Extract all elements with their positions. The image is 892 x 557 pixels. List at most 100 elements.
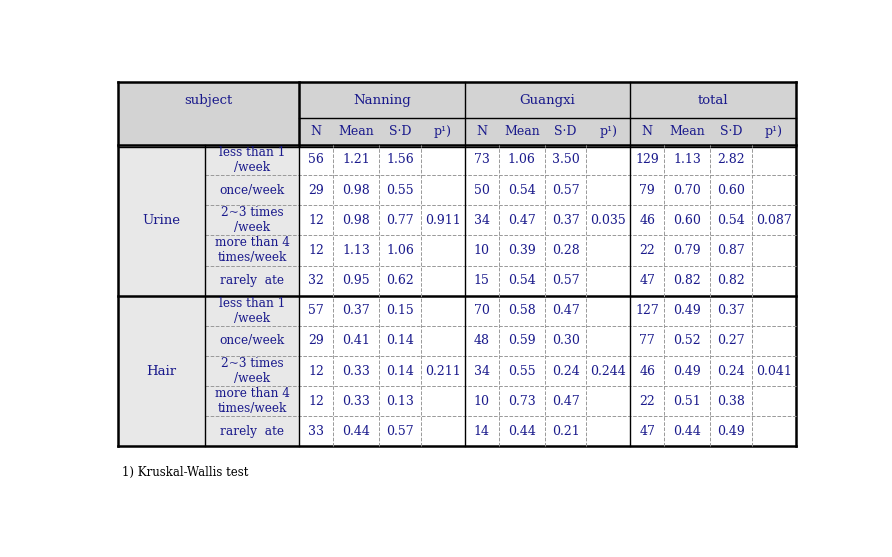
Text: 0.54: 0.54 [717, 214, 745, 227]
Text: 1.13: 1.13 [673, 154, 701, 167]
Text: 127: 127 [635, 304, 659, 317]
Text: 0.24: 0.24 [552, 364, 580, 378]
Text: 0.49: 0.49 [673, 304, 701, 317]
Text: 0.55: 0.55 [386, 184, 414, 197]
Bar [119, 296, 796, 326]
Bar [119, 416, 300, 446]
Text: 0.38: 0.38 [717, 395, 745, 408]
Text: 0.33: 0.33 [343, 395, 370, 408]
Text: 12: 12 [309, 244, 324, 257]
Text: 0.37: 0.37 [343, 304, 370, 317]
Text: Nanning: Nanning [353, 94, 411, 106]
Text: 0.41: 0.41 [343, 334, 370, 348]
Text: Guangxi: Guangxi [520, 94, 575, 106]
Text: 0.82: 0.82 [673, 274, 701, 287]
Text: S·D: S·D [389, 125, 411, 138]
Text: 0.57: 0.57 [552, 274, 580, 287]
Text: less than 1
/week: less than 1 /week [219, 146, 285, 174]
Text: 22: 22 [640, 244, 656, 257]
Text: 0.79: 0.79 [673, 244, 701, 257]
Text: 0.52: 0.52 [673, 334, 701, 348]
Text: 0.37: 0.37 [717, 304, 745, 317]
Text: 1.06: 1.06 [386, 244, 414, 257]
Text: 0.44: 0.44 [508, 425, 536, 438]
Text: Mean: Mean [670, 125, 706, 138]
Text: 0.21: 0.21 [552, 425, 580, 438]
Text: subject: subject [185, 94, 233, 106]
Text: 0.14: 0.14 [386, 334, 414, 348]
Text: 48: 48 [474, 334, 490, 348]
Text: 1.06: 1.06 [508, 154, 536, 167]
Text: N: N [476, 125, 487, 138]
Text: 0.59: 0.59 [508, 334, 535, 348]
Text: 0.57: 0.57 [386, 425, 414, 438]
Text: p¹): p¹) [765, 125, 783, 138]
Text: 0.15: 0.15 [386, 304, 414, 317]
Text: 2~3 times
/week: 2~3 times /week [220, 357, 284, 385]
Text: 0.24: 0.24 [717, 364, 745, 378]
Text: 0.98: 0.98 [343, 184, 370, 197]
Text: rarely  ate: rarely ate [220, 425, 284, 438]
Text: 0.55: 0.55 [508, 364, 535, 378]
Text: 0.60: 0.60 [717, 184, 745, 197]
Bar [119, 356, 300, 386]
Text: 34: 34 [474, 214, 490, 227]
Text: 0.60: 0.60 [673, 214, 701, 227]
Text: 15: 15 [474, 274, 490, 287]
Bar [119, 296, 300, 326]
Text: more than 4
times/week: more than 4 times/week [215, 387, 289, 415]
Text: 14: 14 [474, 425, 490, 438]
Text: 0.57: 0.57 [552, 184, 580, 197]
Bar [119, 205, 300, 236]
Text: 46: 46 [640, 214, 656, 227]
Text: Hair: Hair [146, 364, 177, 378]
Bar [119, 326, 796, 356]
Text: 32: 32 [309, 274, 324, 287]
Text: 0.27: 0.27 [717, 334, 745, 348]
Text: once/week: once/week [219, 184, 285, 197]
Text: 2.82: 2.82 [717, 154, 745, 167]
Text: 1.21: 1.21 [343, 154, 370, 167]
Text: less than 1
/week: less than 1 /week [219, 297, 285, 325]
Text: 0.62: 0.62 [386, 274, 414, 287]
Text: 0.211: 0.211 [425, 364, 461, 378]
Text: 47: 47 [640, 425, 656, 438]
Text: 0.77: 0.77 [386, 214, 414, 227]
Text: S·D: S·D [720, 125, 742, 138]
Text: 2~3 times
/week: 2~3 times /week [220, 206, 284, 234]
Text: 0.28: 0.28 [552, 244, 580, 257]
Text: 70: 70 [474, 304, 490, 317]
Bar [119, 205, 796, 236]
Text: 0.44: 0.44 [343, 425, 370, 438]
Text: 0.82: 0.82 [717, 274, 745, 287]
Text: 0.035: 0.035 [591, 214, 626, 227]
Text: 0.13: 0.13 [386, 395, 414, 408]
Text: 129: 129 [635, 154, 659, 167]
Text: 50: 50 [474, 184, 490, 197]
Text: 1.13: 1.13 [343, 244, 370, 257]
Bar [119, 175, 300, 205]
Text: more than 4
times/week: more than 4 times/week [215, 236, 289, 265]
Bar [119, 326, 300, 356]
Text: p¹): p¹) [599, 125, 617, 138]
Text: 0.87: 0.87 [717, 244, 745, 257]
Text: 56: 56 [309, 154, 324, 167]
Bar [119, 175, 796, 205]
Bar [119, 118, 796, 145]
Text: 0.44: 0.44 [673, 425, 701, 438]
Text: p¹): p¹) [434, 125, 452, 138]
Text: 0.244: 0.244 [591, 364, 626, 378]
Text: 22: 22 [640, 395, 656, 408]
Text: 79: 79 [640, 184, 656, 197]
Text: 0.47: 0.47 [552, 304, 580, 317]
Text: 57: 57 [309, 304, 324, 317]
Text: 0.98: 0.98 [343, 214, 370, 227]
Text: 1) Kruskal-Wallis test: 1) Kruskal-Wallis test [122, 466, 248, 478]
Bar [119, 386, 300, 416]
Text: 0.041: 0.041 [756, 364, 792, 378]
Text: once/week: once/week [219, 334, 285, 348]
Bar [119, 356, 796, 386]
Bar [119, 266, 796, 296]
Text: 0.73: 0.73 [508, 395, 536, 408]
Text: 0.37: 0.37 [552, 214, 580, 227]
